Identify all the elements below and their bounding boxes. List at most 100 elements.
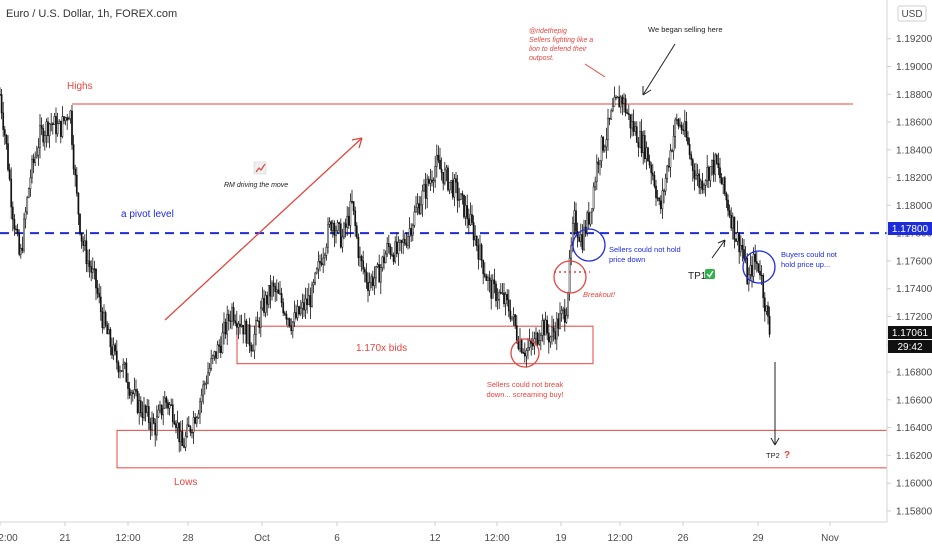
- time-tick-label: 12:00: [607, 533, 632, 544]
- candle-body: [549, 336, 552, 343]
- candle-body: [423, 184, 425, 192]
- candle-body: [291, 321, 294, 331]
- candle-body: [395, 241, 398, 254]
- candle-body: [74, 168, 77, 176]
- candle-body: [301, 302, 304, 309]
- candle-body: [754, 253, 757, 262]
- candle-body: [583, 226, 585, 250]
- candle-body: [205, 382, 208, 385]
- candle-body: [379, 267, 382, 283]
- candle-body: [466, 205, 469, 220]
- candle-body: [421, 190, 424, 206]
- lows-label: Lows: [174, 477, 197, 488]
- candle-body: [607, 117, 609, 140]
- candle-body: [410, 228, 413, 236]
- candle-body: [237, 323, 240, 328]
- candle-body: [570, 245, 573, 259]
- candle-body: [131, 392, 134, 395]
- candle-body: [191, 431, 193, 434]
- candle-body: [363, 268, 366, 273]
- candle-body: [85, 240, 88, 265]
- candle-body: [394, 241, 397, 262]
- candle-body: [269, 285, 272, 297]
- candle-body: [160, 404, 163, 416]
- candle-body: [104, 312, 107, 326]
- candle-body: [272, 282, 275, 287]
- ridethepig-pointer: [584, 63, 606, 78]
- candle-body: [250, 345, 253, 352]
- candle-body: [210, 358, 213, 369]
- candle-body: [440, 168, 443, 173]
- candle-body: [162, 407, 165, 416]
- price-tick-label: 1.17600: [896, 256, 932, 267]
- candle-body: [173, 421, 176, 425]
- candle-body: [82, 240, 85, 246]
- candle-body: [536, 332, 539, 345]
- candle-body: [184, 435, 187, 448]
- candle-body: [483, 273, 486, 277]
- candle-body: [511, 316, 513, 320]
- candle-body: [264, 295, 267, 313]
- candle-body: [0, 94, 1, 96]
- candle-body: [720, 177, 723, 185]
- candle-body: [442, 172, 445, 184]
- candle-body: [461, 193, 464, 196]
- bids-label: 1.170x bids: [356, 343, 407, 354]
- candle-body: [594, 181, 597, 188]
- candle-body: [618, 96, 621, 108]
- candle-body: [178, 422, 181, 443]
- time-tick-label: 28: [182, 533, 194, 544]
- candle-body: [546, 319, 549, 334]
- candle-body: [109, 329, 112, 348]
- time-axis-ticks[interactable]: 2:00 21 12:00 28 Oct 6 12 12:00 19 12:00 26 29 Nov: [0, 522, 839, 544]
- candle-body: [187, 424, 190, 427]
- candle-body: [519, 340, 521, 349]
- candle-body: [307, 295, 310, 305]
- candle-body: [99, 296, 102, 313]
- candle-body: [365, 271, 368, 283]
- candle-body: [407, 236, 409, 246]
- candle-body: [3, 129, 6, 136]
- candle-body: [208, 368, 211, 374]
- candle-body: [493, 279, 496, 285]
- candle-body: [40, 125, 43, 129]
- candle-body: [559, 313, 561, 329]
- candle-body: [679, 124, 681, 127]
- candle-body: [411, 225, 414, 236]
- candle-body: [768, 316, 771, 335]
- candle-body: [31, 158, 33, 179]
- breakdown-circle: [510, 338, 540, 368]
- candle-body: [656, 197, 659, 199]
- candle-body: [123, 362, 126, 365]
- candle-body: [621, 96, 624, 104]
- candle-body: [37, 147, 40, 156]
- candle-body: [419, 204, 422, 214]
- candle-body: [8, 169, 11, 180]
- candle-body: [130, 392, 133, 396]
- candle-body: [330, 221, 333, 231]
- candle-body: [501, 292, 504, 294]
- candle-body: [655, 185, 657, 198]
- candle-body: [491, 279, 494, 299]
- candle-body: [680, 124, 683, 130]
- candle-body: [58, 120, 61, 125]
- candle-body: [709, 166, 712, 181]
- candle-body: [376, 264, 379, 267]
- candle-body: [215, 351, 217, 359]
- candle-body: [175, 423, 177, 429]
- candle-body: [738, 232, 741, 253]
- candle-body: [293, 312, 296, 323]
- price-tick-label: 1.16600: [896, 395, 932, 406]
- candle-body: [416, 203, 419, 208]
- candle-body: [392, 254, 395, 262]
- candle-body: [147, 406, 150, 423]
- candle-body: [168, 404, 171, 409]
- candle-body: [627, 113, 630, 115]
- candle-body: [384, 253, 387, 264]
- candle-body: [629, 114, 632, 129]
- currency-button[interactable]: [897, 5, 927, 22]
- candle-body: [19, 247, 22, 255]
- candle-body: [355, 225, 358, 238]
- candle-body: [435, 154, 438, 167]
